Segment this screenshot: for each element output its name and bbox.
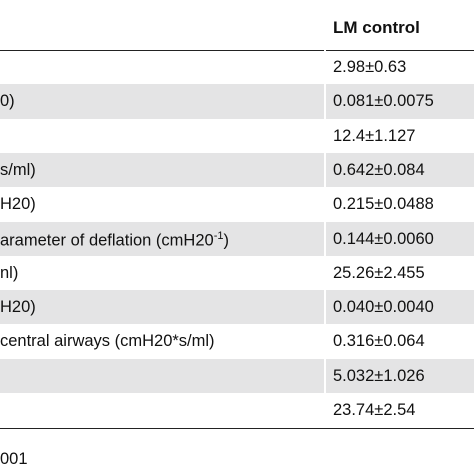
value-cell: 2.98±0.63 bbox=[333, 58, 407, 76]
label-text: arameter of deflation (cmH20 bbox=[0, 231, 214, 249]
table-row: 12.4±1.127 bbox=[0, 118, 474, 153]
table-row: H20) 0.215±0.0488 bbox=[0, 187, 474, 222]
value-cell: 0.215±0.0488 bbox=[333, 195, 434, 214]
column-separator bbox=[324, 118, 326, 153]
label-cell: 0) bbox=[0, 92, 15, 111]
footnote: 001 bbox=[0, 450, 28, 468]
table-row: nl) 25.26±2.455 bbox=[0, 255, 474, 291]
label-text: s/ml) bbox=[0, 160, 36, 179]
column-separator bbox=[324, 255, 326, 291]
label-cell: s/ml) bbox=[0, 161, 36, 180]
label-text: nl) bbox=[0, 263, 19, 282]
label-text: H20) bbox=[0, 195, 36, 214]
value-cell: 0.144±0.0060 bbox=[333, 229, 434, 248]
value-cell: 0.081±0.0075 bbox=[333, 92, 434, 111]
value-cell: 25.26±2.455 bbox=[333, 263, 425, 282]
column-separator bbox=[324, 393, 326, 428]
header-row: LM control bbox=[0, 0, 474, 51]
value-cell: 5.032±1.026 bbox=[333, 366, 425, 385]
label-text: central airways (cmH20*s/ml) bbox=[0, 332, 215, 351]
table-row: 2.98±0.63 bbox=[0, 50, 474, 85]
header-cell: LM control bbox=[333, 18, 420, 37]
column-separator bbox=[324, 221, 326, 256]
label-cell: central airways (cmH20*s/ml) bbox=[0, 332, 215, 351]
value-cell: 23.74±2.54 bbox=[333, 401, 416, 419]
table-row: s/ml) 0.642±0.084 bbox=[0, 152, 474, 188]
value-cell: 0.040±0.0040 bbox=[333, 298, 434, 317]
table-row: H20) 0.040±0.0040 bbox=[0, 290, 474, 325]
bottom-rule bbox=[0, 428, 474, 429]
column-separator bbox=[324, 324, 326, 359]
label-text: 0) bbox=[0, 92, 15, 111]
column-separator bbox=[324, 84, 326, 119]
label-cell: nl) bbox=[0, 264, 18, 283]
label-cell: H20) bbox=[0, 195, 36, 214]
label-text: H20) bbox=[0, 298, 36, 317]
column-separator bbox=[324, 152, 326, 188]
label-cell: arameter of deflation (cmH20-1) bbox=[0, 230, 229, 251]
label-text: ) bbox=[223, 231, 229, 249]
value-cell: 0.642±0.084 bbox=[333, 160, 425, 179]
table-row: 23.74±2.54 bbox=[0, 393, 474, 428]
value-cell: 0.316±0.064 bbox=[333, 332, 425, 351]
column-separator bbox=[324, 290, 326, 325]
label-cell: H20) bbox=[0, 298, 36, 317]
table-row: arameter of deflation (cmH20-1) 0.144±0.0… bbox=[0, 221, 474, 256]
column-separator bbox=[324, 358, 326, 393]
label-superscript: -1 bbox=[213, 229, 224, 242]
value-cell: 12.4±1.127 bbox=[333, 126, 416, 145]
table-row: central airways (cmH20*s/ml) 0.316±0.064 bbox=[0, 324, 474, 359]
table-row: 5.032±1.026 bbox=[0, 358, 474, 393]
column-separator bbox=[324, 50, 326, 85]
table-row: 0) 0.081±0.0075 bbox=[0, 84, 474, 119]
column-separator bbox=[324, 187, 326, 222]
